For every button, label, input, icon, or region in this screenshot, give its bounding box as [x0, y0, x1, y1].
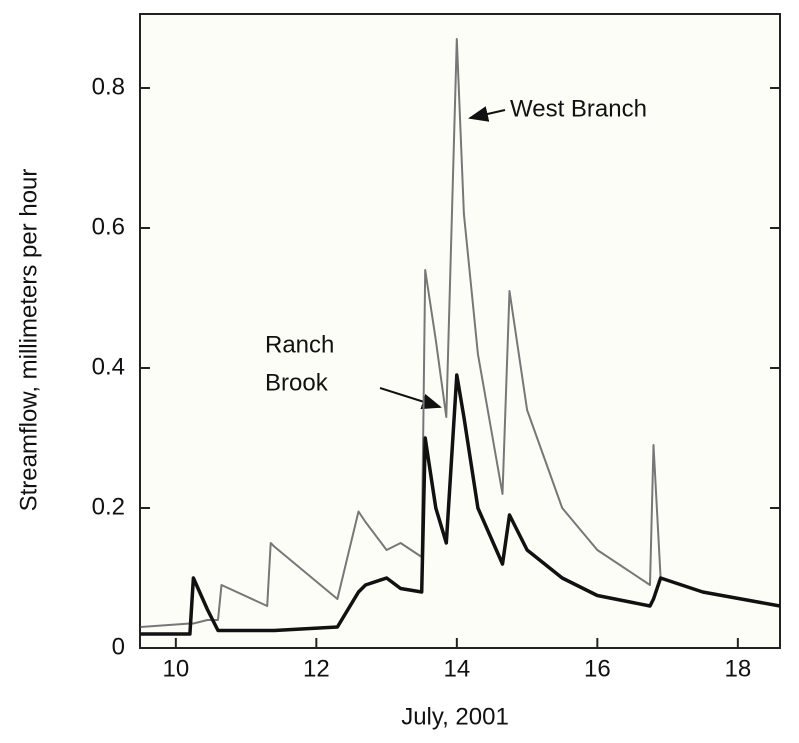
line-series — [140, 373, 781, 636]
x-axis-title: July, 2001 — [401, 703, 509, 730]
x-tick-label: 16 — [584, 655, 611, 682]
annotation: West Branch — [510, 95, 647, 122]
x-tick-label: 12 — [303, 655, 330, 682]
annotation: Brook — [265, 369, 329, 396]
y-tick-label: 0 — [112, 633, 125, 660]
y-tick-label: 0.6 — [92, 213, 125, 240]
x-tick-label: 10 — [162, 655, 189, 682]
x-tick-label: 14 — [443, 655, 470, 682]
annotation: Ranch — [265, 331, 334, 358]
y-tick-label: 0.8 — [92, 73, 125, 100]
x-tick-label: 18 — [724, 655, 751, 682]
y-tick-label: 0.4 — [92, 353, 125, 380]
y-tick-label: 0.2 — [92, 493, 125, 520]
annotation-arrow — [379, 387, 442, 410]
annotation-arrow — [468, 106, 506, 122]
y-axis-title: Streamflow, millimeters per hour — [15, 169, 42, 512]
line-series — [140, 38, 781, 628]
